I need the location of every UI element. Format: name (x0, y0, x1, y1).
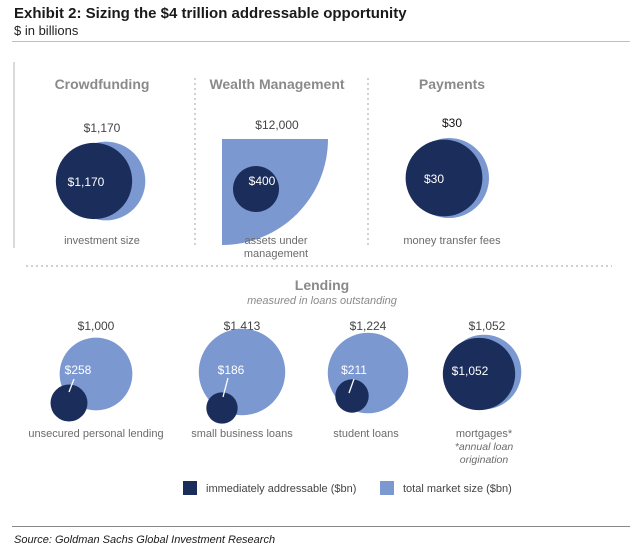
addressable-bubble-small-business (206, 392, 238, 424)
caption-unsecured-lending: unsecured personal lending (28, 428, 163, 440)
page-subtitle: $ in billions (14, 23, 79, 38)
caption-wealth-management-line1: assets under (245, 235, 308, 247)
addressable-bubble-payments (405, 139, 483, 217)
group-student-loans: $1,224 $211 student loans (327, 319, 409, 440)
group-title-crowdfunding: Crowdfunding (55, 76, 150, 92)
total-label-crowdfunding: $1,170 (84, 121, 121, 135)
total-label-small-business: $1,413 (224, 319, 261, 333)
top-rule (12, 41, 630, 42)
leader-small-business (222, 377, 229, 398)
addressable-bubble-student-loans (335, 379, 369, 413)
total-label-wealth-management: $12,000 (255, 118, 299, 132)
addressable-label-mortgages: $1,052 (452, 364, 489, 378)
legend: immediately addressable ($bn) total mark… (183, 481, 512, 495)
addressable-label-payments: $30 (424, 172, 444, 186)
caption-student-loans: student loans (333, 428, 399, 440)
addressable-label-crowdfunding: $1,170 (68, 175, 105, 189)
total-label-student-loans: $1,224 (350, 319, 387, 333)
bottom-rule (12, 526, 630, 527)
legend-label-addressable: immediately addressable ($bn) (206, 483, 356, 495)
source-note: Source: Goldman Sachs Global Investment … (14, 534, 276, 546)
group-mortgages: $1,052 $1,052 mortgages* *annual loan or… (442, 319, 522, 466)
total-label-unsecured-lending: $1,000 (78, 319, 115, 333)
lending-heading: Lending (295, 277, 349, 293)
group-payments: Payments $30 $30 money transfer fees (403, 76, 501, 247)
addressable-bubble-unsecured-lending (50, 384, 88, 422)
addressable-label-unsecured-lending: $258 (65, 363, 92, 377)
leader-unsecured-lending (68, 378, 75, 393)
legend-swatch-addressable (183, 481, 197, 495)
total-label-mortgages: $1,052 (469, 319, 506, 333)
group-crowdfunding: Crowdfunding $1,170 $1,170 investment si… (55, 76, 150, 247)
caption-crowdfunding: investment size (64, 235, 140, 247)
caption-small-business: small business loans (191, 428, 293, 440)
note-mortgages-line2: origination (460, 454, 509, 466)
total-label-payments: $30 (442, 116, 462, 130)
group-title-wealth-management: Wealth Management (209, 76, 344, 92)
group-wealth-management: Wealth Management $12,000 $400 assets un… (209, 76, 344, 260)
leader-student-loans (348, 378, 355, 394)
note-mortgages-line1: *annual loan (455, 441, 514, 453)
addressable-bubble-mortgages (442, 337, 516, 411)
addressable-bubble-wealth-management (233, 166, 279, 212)
addressable-label-small-business: $186 (218, 363, 245, 377)
caption-payments: money transfer fees (403, 235, 501, 247)
legend-swatch-total (380, 481, 394, 495)
group-title-payments: Payments (419, 76, 485, 92)
addressable-bubble-crowdfunding (55, 142, 133, 220)
group-unsecured-lending: $1,000 $258 unsecured personal lending (28, 319, 163, 440)
group-small-business: $1,413 $186 small business loans (191, 319, 293, 440)
lending-subheading: measured in loans outstanding (247, 295, 398, 307)
addressable-label-student-loans: $211 (341, 363, 367, 377)
addressable-label-wealth-management: $400 (249, 174, 276, 188)
caption-wealth-management-line2: management (244, 248, 308, 260)
page-title: Exhibit 2: Sizing the $4 trillion addres… (14, 5, 407, 22)
legend-label-total: total market size ($bn) (403, 483, 512, 495)
caption-mortgages: mortgages* (456, 428, 513, 440)
